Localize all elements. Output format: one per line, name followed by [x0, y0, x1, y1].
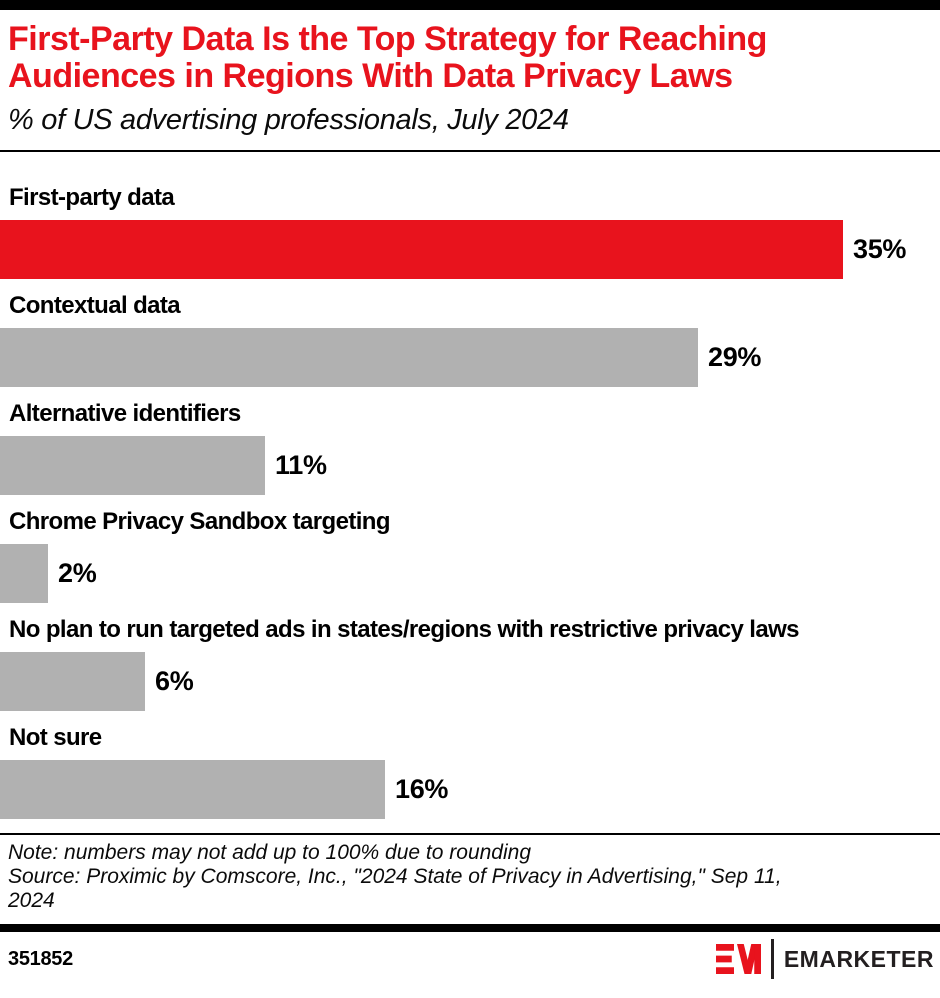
- bar-value: 29%: [708, 342, 762, 372]
- chart-title-line-2: Audiences in Regions With Data Privacy L…: [8, 57, 733, 95]
- bar-alternative-identifiers: [0, 436, 265, 495]
- top-accent-bar: [0, 0, 940, 10]
- bar-value: 2%: [58, 558, 97, 588]
- bar-label: Alternative identifiers: [9, 400, 241, 427]
- chart-title-line-1: First-Party Data Is the Top Strategy for…: [8, 20, 767, 58]
- bar-row-first-party-data: First-party data 35%: [0, 185, 940, 279]
- logo-divider: [770, 939, 774, 979]
- bar-value: 35%: [853, 234, 907, 264]
- bar-chart: First-party data 35% Contextual data 29%…: [0, 152, 940, 819]
- bar-row-not-sure: Not sure 16%: [0, 725, 940, 819]
- emarketer-logo: EMARKETER: [715, 939, 934, 979]
- bar-value: 11%: [275, 450, 327, 480]
- bar-row-contextual-data: Contextual data 29%: [0, 293, 940, 387]
- chart-id: 351852: [8, 947, 73, 970]
- header-divider: [0, 150, 940, 152]
- bar-not-sure: [0, 760, 385, 819]
- source-text-line-1: Source: Proximic by Comscore, Inc., "202…: [8, 865, 782, 888]
- bar-contextual-data: [0, 328, 698, 387]
- chart-subtitle: % of US advertising professionals, July …: [8, 104, 569, 136]
- note-text: Note: numbers may not add up to 100% due…: [8, 841, 532, 864]
- bar-first-party-data: [0, 220, 843, 279]
- bar-value: 16%: [395, 774, 449, 804]
- bar-no-plan-targeted-ads: [0, 652, 145, 711]
- chart-header: First-Party Data Is the Top Strategy for…: [0, 10, 940, 137]
- chart-notes: Note: numbers may not add up to 100% due…: [0, 835, 940, 913]
- bar-row-alternative-identifiers: Alternative identifiers 11%: [0, 401, 940, 495]
- emarketer-wordmark: EMARKETER: [783, 945, 934, 972]
- bar-chrome-privacy-sandbox: [0, 544, 48, 603]
- footer-brand-row: 351852 EMARKETER: [0, 932, 940, 980]
- footer-divider: [0, 833, 940, 835]
- bar-label: Not sure: [9, 724, 102, 751]
- bar-row-no-plan-targeted-ads: No plan to run targeted ads in states/re…: [0, 617, 940, 711]
- footer-accent-bar: [0, 924, 940, 932]
- bar-label: Chrome Privacy Sandbox targeting: [9, 508, 391, 535]
- bar-label: No plan to run targeted ads in states/re…: [9, 616, 800, 643]
- bar-label: Contextual data: [9, 292, 181, 319]
- bar-label: First-party data: [9, 184, 175, 211]
- bar-value: 6%: [155, 666, 194, 696]
- chart-title: First-Party Data Is the Top Strategy for…: [8, 21, 930, 95]
- source-text-line-2: 2024: [8, 889, 55, 912]
- em-monogram-icon: [715, 944, 761, 974]
- bar-row-chrome-privacy-sandbox: Chrome Privacy Sandbox targeting 2%: [0, 509, 940, 603]
